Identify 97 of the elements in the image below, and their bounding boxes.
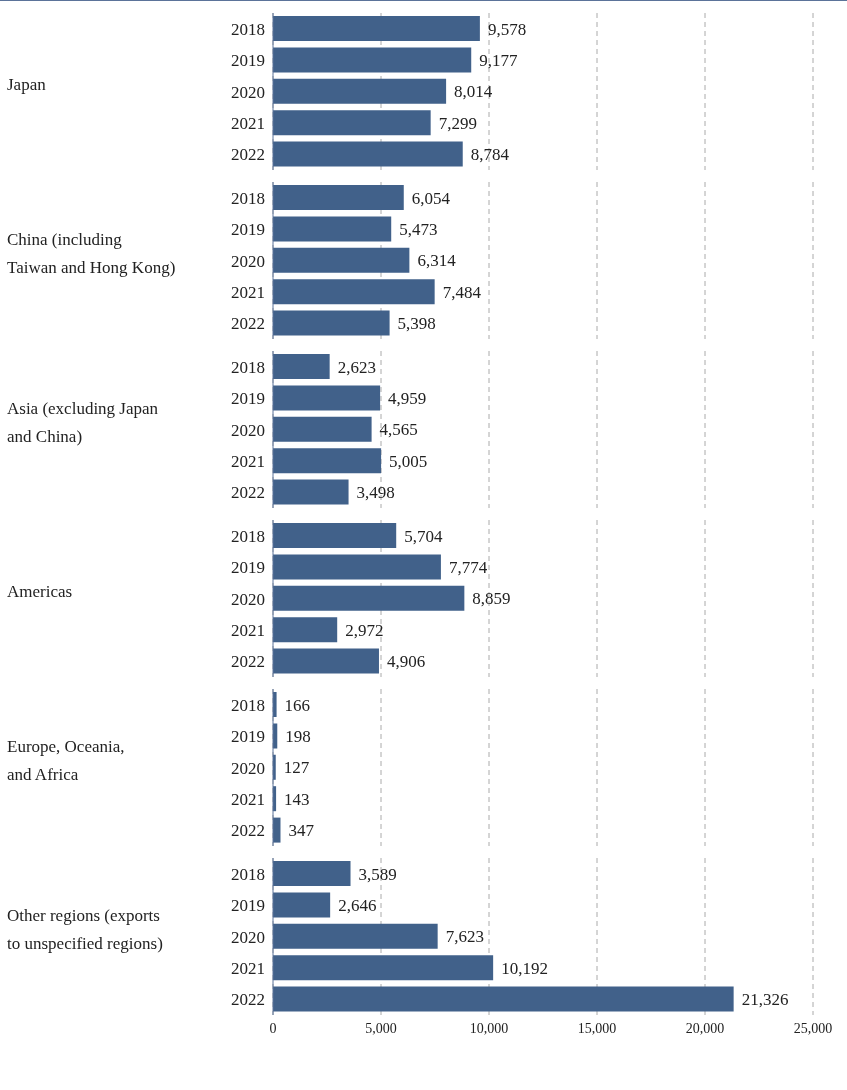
data-label: 8,784 [470, 145, 510, 165]
y-axis-title: Japan [7, 74, 47, 94]
x-tick-label: 0 [269, 1020, 277, 1036]
data-label: 7,484 [442, 282, 482, 302]
bar [273, 986, 734, 1012]
bar [273, 16, 480, 41]
data-label: 8,014 [454, 82, 493, 102]
bar [273, 310, 390, 336]
y-axis-title: Europe, Oceania, and Africa [7, 736, 125, 784]
bar [273, 479, 349, 505]
data-label: 2,972 [345, 620, 384, 640]
bar [273, 861, 351, 886]
x-tick-label: 15,000 [577, 1020, 617, 1036]
data-label: 21,326 [741, 990, 789, 1010]
data-label: 127 [283, 758, 310, 778]
y-tick-label: 2021 [231, 620, 265, 640]
y-tick-label: 2020 [231, 251, 265, 271]
y-tick-label: 2018 [231, 695, 265, 715]
y-tick-label: 2021 [231, 789, 265, 809]
data-label: 5,398 [397, 314, 436, 334]
data-label: 5,473 [399, 219, 438, 239]
y-tick-label: 2018 [231, 357, 265, 377]
data-label: 4,565 [379, 420, 418, 440]
bar [273, 892, 331, 918]
y-tick-label: 2022 [231, 821, 265, 841]
y-tick-label: 2020 [231, 82, 265, 102]
y-tick-label: 2021 [231, 451, 265, 471]
y-tick-label: 2022 [231, 145, 265, 165]
bar [273, 585, 465, 611]
bar [273, 554, 441, 580]
data-label: 5,005 [389, 451, 428, 471]
data-label: 4,906 [386, 652, 426, 672]
y-tick-label: 2022 [231, 990, 265, 1010]
y-tick-label: 2021 [231, 958, 265, 978]
y-tick-label: 2020 [231, 589, 265, 609]
y-tick-label: 2020 [231, 927, 265, 947]
data-label: 8,859 [472, 589, 511, 609]
data-label: 7,299 [438, 113, 477, 133]
bar [273, 185, 404, 210]
data-label: 7,623 [445, 927, 484, 947]
y-axis-title: Asia (excluding Japan and China) [7, 398, 159, 446]
bar [273, 385, 381, 411]
x-tick-label: 20,000 [685, 1020, 725, 1036]
bar [273, 279, 435, 305]
data-label: 2,646 [338, 895, 377, 915]
y-tick-label: 2019 [231, 220, 265, 240]
data-label: 10,192 [501, 958, 548, 978]
data-label: 347 [288, 821, 315, 841]
y-axis-title: Other regions (exports to unspecified regions) [7, 905, 163, 953]
data-label: 9,177 [479, 50, 518, 70]
y-tick-label: 2022 [231, 314, 265, 334]
bar [273, 110, 431, 136]
bar [273, 523, 397, 548]
y-tick-label: 2020 [231, 420, 265, 440]
y-tick-label: 2021 [231, 282, 265, 302]
y-tick-label: 2019 [231, 51, 265, 71]
bar [273, 448, 382, 474]
y-tick-label: 2021 [231, 113, 265, 133]
x-tick-label: 25,000 [793, 1020, 833, 1036]
bar [273, 247, 410, 273]
bar [273, 648, 379, 674]
y-tick-label: 2019 [231, 727, 265, 747]
data-label: 6,314 [417, 251, 457, 271]
y-tick-label: 2022 [231, 483, 265, 503]
y-tick-label: 2022 [231, 652, 265, 672]
bar [273, 617, 338, 643]
bar [273, 923, 438, 949]
y-tick-label: 2019 [231, 389, 265, 409]
bar [273, 354, 330, 379]
bar [273, 47, 472, 73]
data-label: 143 [284, 789, 310, 809]
data-label: 9,578 [487, 19, 527, 39]
x-tick-label: 10,000 [469, 1020, 509, 1036]
y-axis-title: China (including Taiwan and Hong Kong) [7, 229, 176, 277]
data-label: 7,774 [448, 557, 488, 577]
bar [273, 416, 372, 442]
y-tick-label: 2018 [231, 864, 265, 884]
bar [273, 216, 392, 242]
bar [273, 141, 463, 167]
y-tick-label: 2019 [231, 896, 265, 916]
data-label: 6,054 [411, 188, 451, 208]
data-label: 4,959 [388, 388, 427, 408]
y-tick-label: 2018 [231, 526, 265, 546]
data-label: 2,623 [337, 357, 376, 377]
bar [273, 955, 494, 981]
data-label: 3,589 [358, 864, 397, 884]
y-tick-label: 2018 [231, 19, 265, 39]
x-tick-label: 5,000 [365, 1020, 397, 1036]
bar [273, 78, 447, 104]
data-label: 166 [284, 695, 311, 715]
y-axis-title: Americas [7, 581, 73, 601]
y-tick-label: 2019 [231, 558, 265, 578]
data-label: 5,704 [404, 526, 443, 546]
y-tick-label: 2018 [231, 188, 265, 208]
data-label: 3,498 [356, 483, 395, 503]
y-tick-label: 2020 [231, 758, 265, 778]
data-label: 198 [285, 726, 311, 746]
